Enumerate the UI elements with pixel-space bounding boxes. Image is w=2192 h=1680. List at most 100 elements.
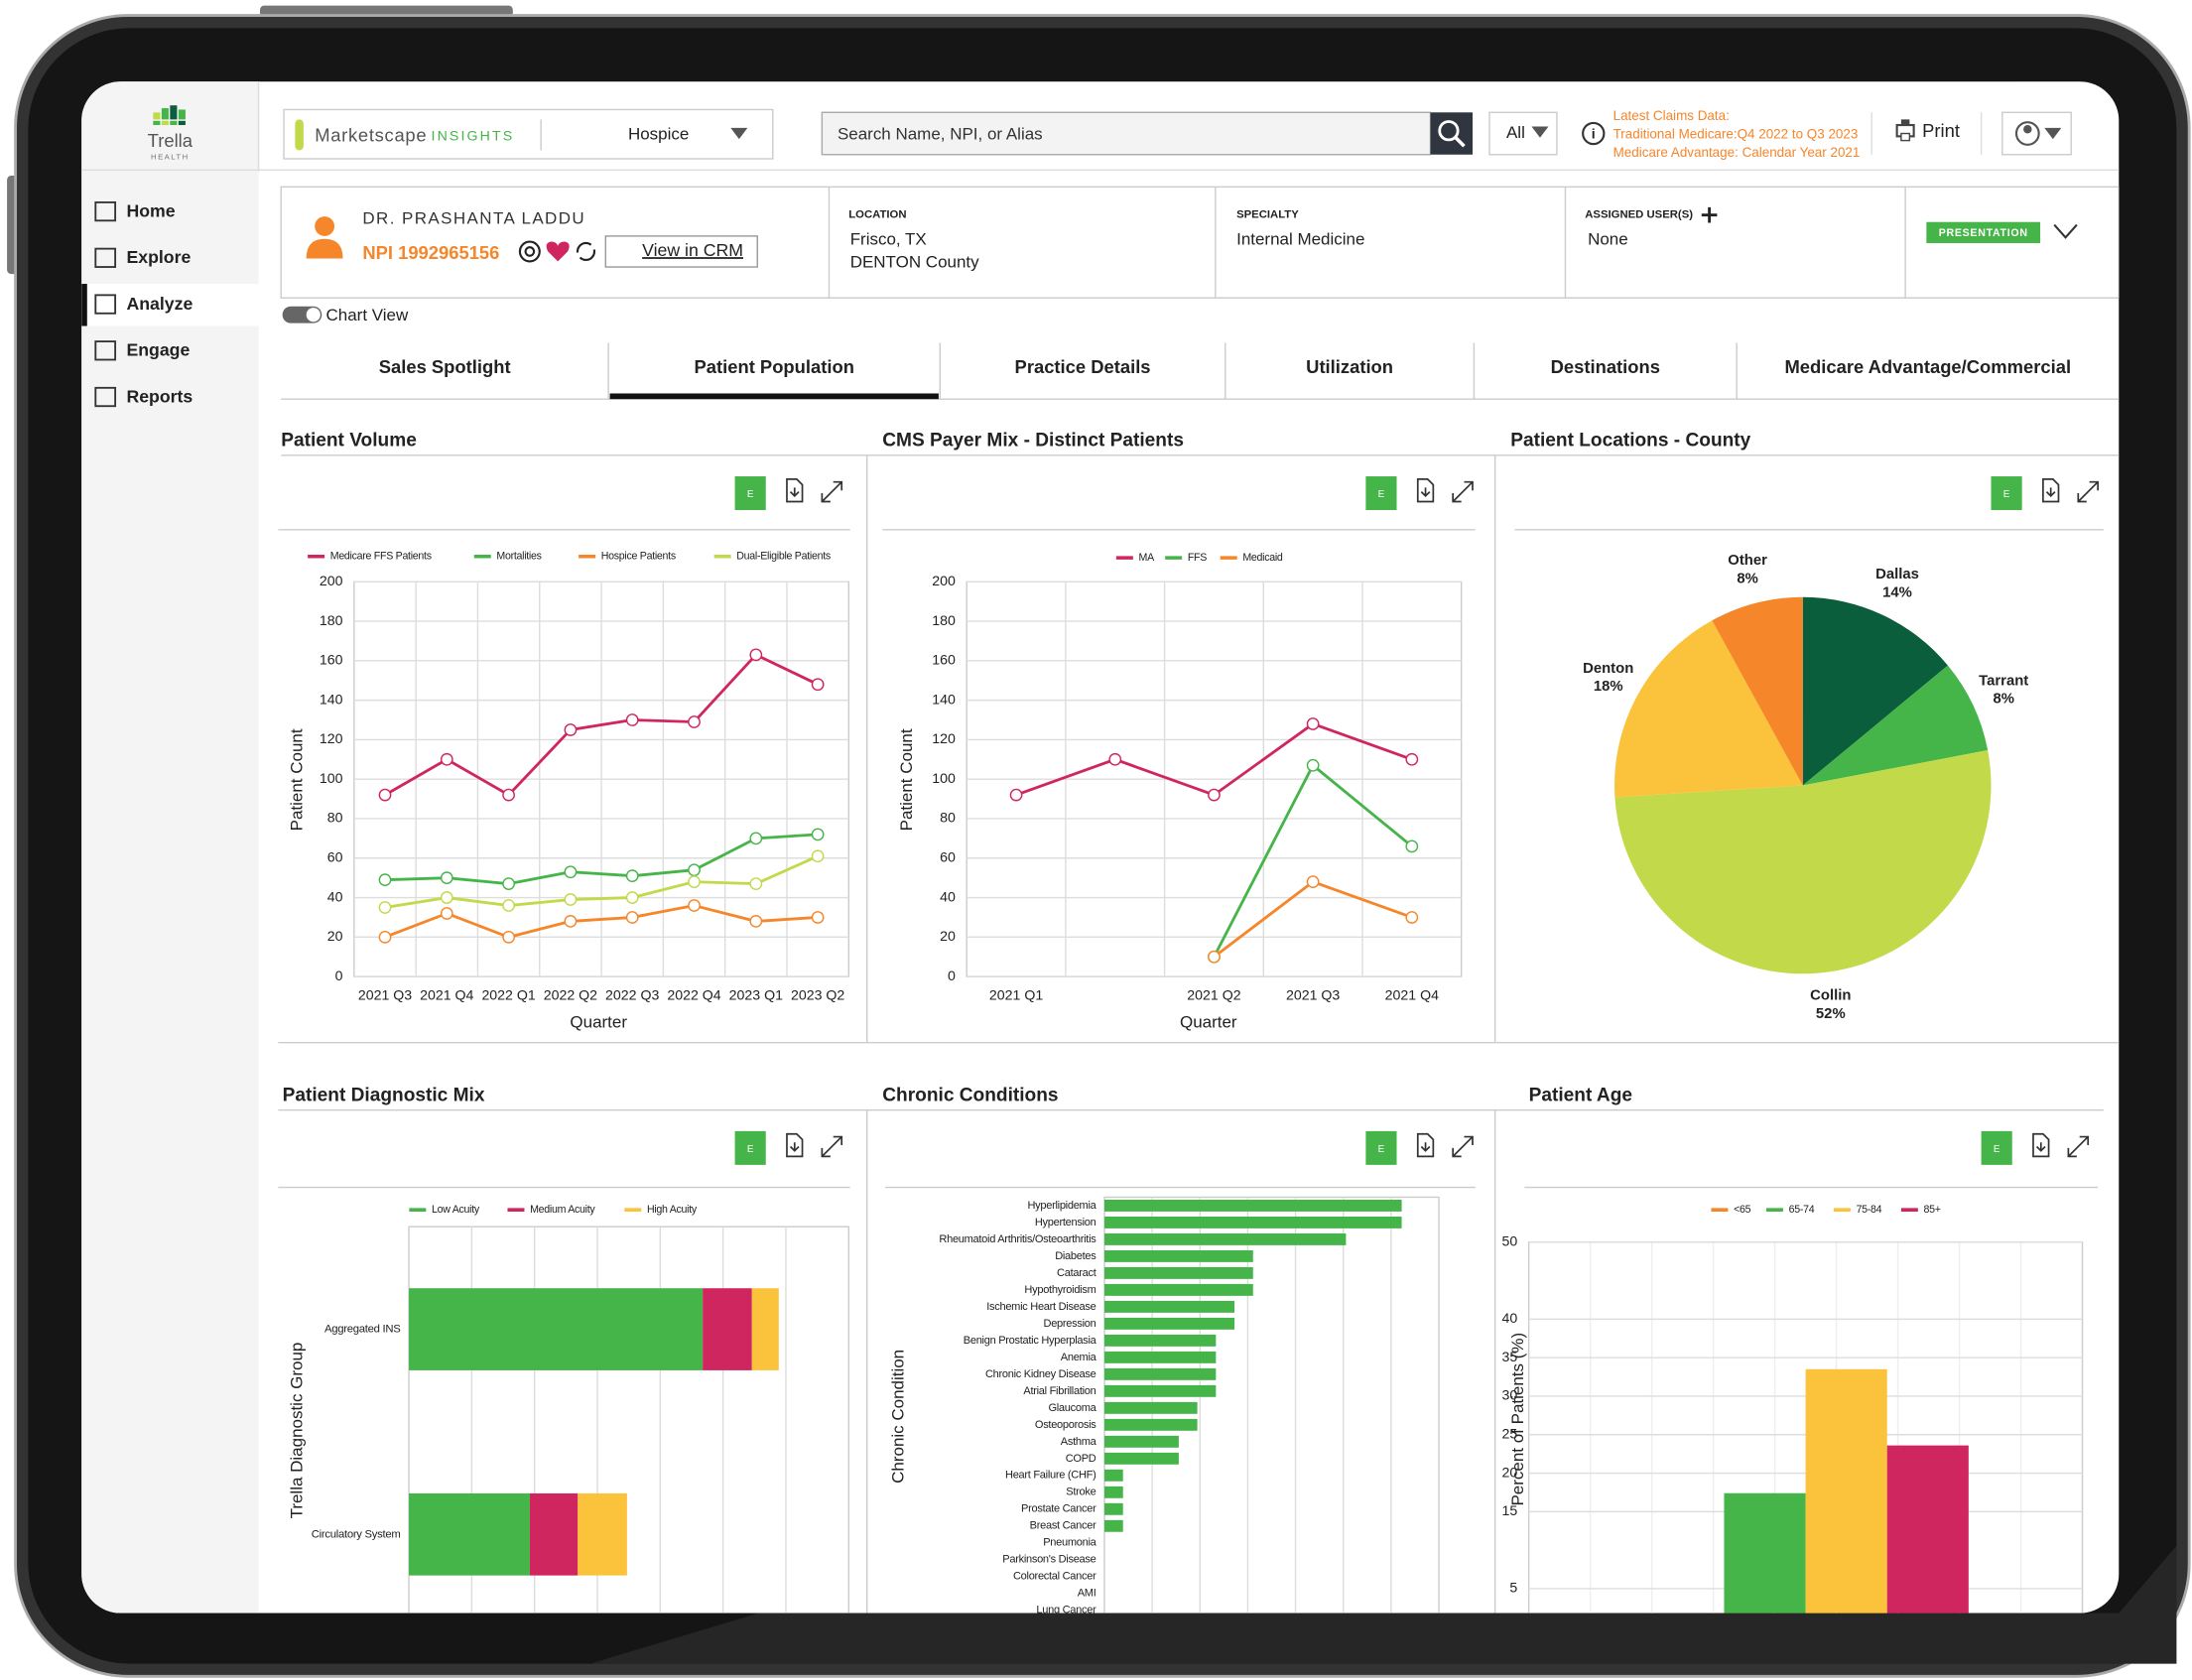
user-menu[interactable] <box>2001 111 2072 156</box>
y-tick-label: 35 <box>1502 1350 1518 1365</box>
location: Frisco, TX <box>850 230 927 249</box>
bar <box>1103 1317 1235 1330</box>
panel-title: CMS Payer Mix - Distinct Patients <box>882 431 1184 452</box>
export-label: E <box>2003 489 2010 500</box>
legend-label: <65 <box>1734 1204 1751 1216</box>
y-tick-label: Hypothyroidism <box>1024 1284 1096 1296</box>
tab[interactable]: Practice Details <box>1015 356 1151 377</box>
download-icon[interactable] <box>786 478 804 503</box>
search-button[interactable] <box>1430 112 1473 155</box>
bar <box>1103 1367 1217 1380</box>
nav-item[interactable]: Engage <box>126 340 190 360</box>
tab[interactable]: Destinations <box>1551 356 1660 377</box>
bar <box>1103 1300 1235 1313</box>
nav-item[interactable]: Reports <box>126 386 193 406</box>
add-user[interactable] <box>1701 206 1718 223</box>
product-accent <box>295 119 304 151</box>
export-button[interactable] <box>734 476 766 511</box>
expand-icon[interactable] <box>1452 1135 1474 1158</box>
doctor-name: DR. PRASHANTA LADDU <box>362 208 585 227</box>
y-tick-label: Asthma <box>1061 1436 1097 1448</box>
presentation: PRESENTATION <box>1939 227 2028 239</box>
data-point <box>811 828 825 841</box>
y-axis-label: Chronic Condition <box>889 1350 908 1484</box>
y-tick-label: Cataract <box>1057 1267 1096 1279</box>
export-button[interactable] <box>1365 476 1397 511</box>
data-point <box>1306 717 1320 730</box>
export-label: E <box>1378 489 1385 500</box>
expand-icon[interactable] <box>821 480 843 503</box>
product: Marketscape INSIGHTS <box>315 124 514 145</box>
x-tick-label: 2023 Q2 <box>791 988 844 1004</box>
product-selector[interactable] <box>283 108 774 160</box>
bar <box>1103 1401 1198 1414</box>
nav: Home Explore Analyze Engage Reports <box>81 200 259 408</box>
y-tick-label: 0 <box>948 969 956 984</box>
export-button[interactable] <box>734 1130 766 1165</box>
x-tick-label: 2021 Q1 <box>989 988 1043 1004</box>
download-icon[interactable] <box>2032 1132 2050 1158</box>
y-tick-label: 50 <box>1502 1234 1518 1250</box>
y-tick-label: 200 <box>932 574 956 589</box>
y-tick-label: 20 <box>940 929 956 945</box>
dropdown-arrow <box>730 127 748 140</box>
brand: Trella <box>148 130 193 151</box>
y-tick-label: Colorectal Cancer <box>1013 1571 1096 1583</box>
bar <box>1103 1334 1217 1347</box>
print-button[interactable]: Print <box>1895 119 1960 142</box>
legend-label: MA <box>1139 552 1156 564</box>
y-tick-label: Heart Failure (CHF) <box>1005 1470 1096 1482</box>
legend-label: Medicare FFS Patients <box>330 551 432 563</box>
expand-arrow[interactable] <box>2053 223 2078 239</box>
download-icon[interactable] <box>786 1132 804 1158</box>
tab[interactable]: Medicare Advantage/Commercial <box>1784 356 2071 377</box>
expand-icon[interactable] <box>1452 480 1474 503</box>
nav-icon <box>94 294 117 315</box>
x-tick-label: 2021 Q3 <box>358 988 412 1004</box>
y-tick-label: AMI <box>1078 1588 1096 1600</box>
nav-item[interactable]: Analyze <box>126 294 193 314</box>
export-button[interactable] <box>1365 1130 1397 1165</box>
slice-value: 18% <box>1594 679 1623 695</box>
tab[interactable]: Sales Spotlight <box>379 356 511 377</box>
nav-item[interactable]: Home <box>126 200 175 220</box>
y-tick-label: 30 <box>1502 1388 1518 1404</box>
expand-icon[interactable] <box>821 1135 843 1158</box>
export-button[interactable] <box>1981 1130 2012 1165</box>
expand-icon[interactable] <box>2067 1135 2090 1158</box>
legend-label: High Acuity <box>647 1204 698 1216</box>
bar <box>1805 1368 1887 1614</box>
pie-slice <box>1802 665 1989 786</box>
info-icon[interactable] <box>1582 121 1606 146</box>
bar <box>1886 1445 1969 1614</box>
nav-item[interactable]: Explore <box>126 247 191 267</box>
y-tick-label: Anemia <box>1061 1352 1097 1363</box>
expand-icon[interactable] <box>2077 480 2099 503</box>
doctor-icon <box>306 216 343 259</box>
legend-label: 65-74 <box>1789 1204 1815 1216</box>
export-label: E <box>1378 1144 1385 1155</box>
nav-icon <box>94 386 117 408</box>
crm-link[interactable]: View in CRM <box>642 240 743 260</box>
status-icons[interactable] <box>518 240 596 263</box>
x-tick-label: 2023 Q1 <box>729 988 783 1004</box>
bar <box>1103 1232 1347 1245</box>
download-icon[interactable] <box>1416 1132 1435 1158</box>
bar <box>1103 1435 1179 1448</box>
crm-button[interactable] <box>604 235 758 268</box>
npi: NPI 1992965156 <box>362 242 499 263</box>
data-point <box>625 869 639 883</box>
bar <box>1103 1384 1217 1397</box>
y-tick-label: Chronic Kidney Disease <box>985 1368 1096 1380</box>
export-button[interactable] <box>1991 476 2022 511</box>
download-icon[interactable] <box>2042 478 2060 503</box>
tab[interactable]: Patient Population <box>695 356 854 377</box>
legend-label: 85+ <box>1924 1204 1941 1216</box>
tab[interactable]: Utilization <box>1306 356 1393 377</box>
presentation-button[interactable] <box>1926 221 2041 243</box>
product-name: Marketscape <box>315 124 427 145</box>
download-icon[interactable] <box>1416 478 1435 503</box>
segment[interactable]: Hospice <box>628 124 689 143</box>
filter-select[interactable] <box>1488 111 1558 156</box>
